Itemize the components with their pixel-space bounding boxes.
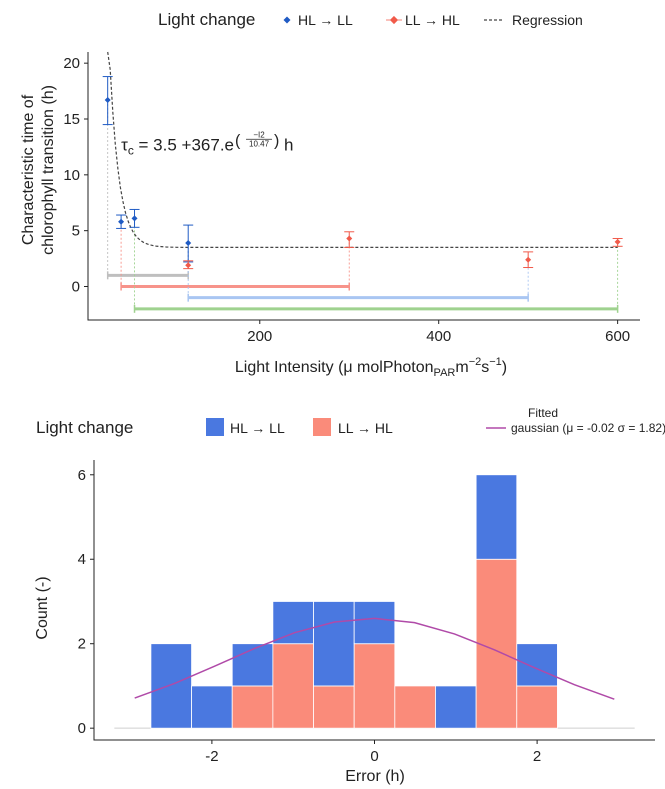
bar-ll-hl [394, 685, 436, 729]
drop-lines [107, 100, 619, 309]
x-label-close: ) [502, 359, 507, 376]
bottom-x-axis-label: Error (h) [345, 768, 405, 785]
bottom-y-tick-label: 4 [78, 551, 86, 568]
x-label-sup1: −2 [469, 356, 482, 368]
top-y-tick-label: 10 [63, 167, 80, 184]
bar-hl-ll [231, 643, 274, 687]
exponent-paren-open: ( [235, 132, 241, 149]
top-y-tick-label: 15 [63, 111, 80, 128]
bottom-legend-fitted-line1: Fitted [528, 406, 558, 420]
bottom-y-ticks: 0 2 4 6 [78, 467, 94, 737]
data-point [104, 97, 111, 104]
equation-exponent: ( −I2 10.47 ) h [235, 130, 293, 154]
top-legend-label-regression: Regression [512, 12, 583, 28]
bottom-legend-label-hl-ll: HL → LL [230, 420, 285, 436]
top-x-tick-label: 200 [247, 328, 272, 345]
top-x-tick-label: 600 [605, 328, 630, 345]
top-y-tick-label: 20 [63, 55, 80, 72]
bar-hl-ll [191, 685, 233, 729]
bar-ll-hl [272, 643, 314, 729]
data-point [525, 256, 532, 263]
data-point [185, 239, 192, 246]
x-label-main: Light Intensity (μ molPhoton [235, 359, 434, 376]
bottom-x-tick-label: 2 [533, 748, 541, 765]
bottom-legend-title: Light change [36, 418, 133, 437]
bottom-x-tick-label: -2 [205, 748, 218, 765]
bar-ll-hl [231, 685, 274, 729]
error-bars [102, 76, 623, 270]
bottom-legend-fitted-line2: gaussian (μ = -0.02 σ = 1.82) [511, 421, 665, 435]
bar-hl-ll [516, 643, 558, 687]
bar-hl-ll [353, 601, 396, 645]
bar-hl-ll [150, 643, 192, 729]
top-x-tick-label: 400 [426, 328, 451, 345]
bottom-y-tick-label: 6 [78, 467, 86, 484]
histogram-bars [150, 474, 558, 729]
bar-hl-ll [475, 474, 518, 560]
top-legend-key-ll-hl [386, 15, 402, 25]
data-points [104, 97, 621, 269]
data-point [346, 235, 353, 242]
gaussian-curve [134, 617, 615, 700]
bottom-y-tick-label: 0 [78, 720, 86, 737]
top-x-axis-label: Light Intensity (μ molPhotonPARm−2s−1) [235, 356, 507, 379]
top-legend-title: Light change [158, 10, 255, 29]
x-label-s: s [481, 359, 489, 376]
bottom-legend-key-ll-hl [313, 418, 331, 436]
bottom-y-tick-label: 2 [78, 636, 86, 653]
top-legend-key-hl-ll [283, 16, 291, 24]
equation-tau: τ [121, 135, 128, 154]
exponent-denominator: 10.47 [249, 139, 270, 148]
data-point [614, 238, 621, 245]
top-y-axis-label-line1: Characteristic time of [20, 94, 37, 245]
top-y-axis-label-line2: chlorophyll transition (h) [40, 85, 57, 255]
bar-hl-ll [272, 601, 314, 645]
x-label-sup2: −1 [489, 356, 502, 368]
scatter-plot: 0 5 10 15 20 200 400 600 τc = 3.5 +367.e ( −I2… [20, 51, 640, 379]
exponent-numerator: −I2 [253, 130, 265, 139]
bottom-legend-label-ll-hl: LL → HL [338, 420, 393, 436]
data-point [131, 215, 138, 222]
top-axes [87, 52, 640, 321]
x-label-unit: m [455, 359, 468, 376]
histogram-plot: 0 2 4 6 -2 0 2 Error (h) Count (-) [34, 460, 655, 785]
top-y-ticks: 0 5 10 15 20 [63, 55, 88, 296]
bar-ll-hl [516, 685, 558, 729]
data-point [185, 262, 192, 269]
bottom-legend-key-hl-ll [206, 418, 224, 436]
x-label-sub: PAR [434, 367, 456, 379]
top-legend: Light change HL → LL LL → HL Regression [158, 10, 583, 29]
bottom-legend: Light change HL → LL LL → HL Fitted gaus… [36, 406, 665, 437]
top-y-tick-label: 0 [72, 279, 80, 296]
regression-equation: τc = 3.5 +367.e [121, 135, 234, 157]
bar-hl-ll [435, 685, 477, 729]
bottom-y-axis-label: Count (-) [34, 576, 51, 639]
top-legend-label-ll-hl: LL → HL [405, 12, 460, 28]
bottom-axes [93, 460, 655, 741]
equation-tau-sub: c [128, 143, 134, 157]
bar-ll-hl [475, 558, 518, 729]
bar-hl-ll [313, 601, 355, 687]
bottom-x-tick-label: 0 [370, 748, 378, 765]
equation-body: = 3.5 +367.e [134, 135, 234, 154]
exponent-paren-close: ) [274, 132, 279, 149]
top-x-ticks: 200 400 600 [247, 320, 630, 345]
top-legend-label-hl-ll: HL → LL [298, 12, 353, 28]
data-point [118, 218, 125, 225]
bar-ll-hl [313, 685, 355, 729]
range-lines [106, 271, 619, 313]
top-y-tick-label: 5 [72, 223, 80, 240]
bottom-x-ticks: -2 0 2 [205, 740, 541, 765]
regression-curve [107, 51, 618, 248]
equation-unit: h [284, 135, 293, 154]
bar-ll-hl [353, 643, 396, 729]
